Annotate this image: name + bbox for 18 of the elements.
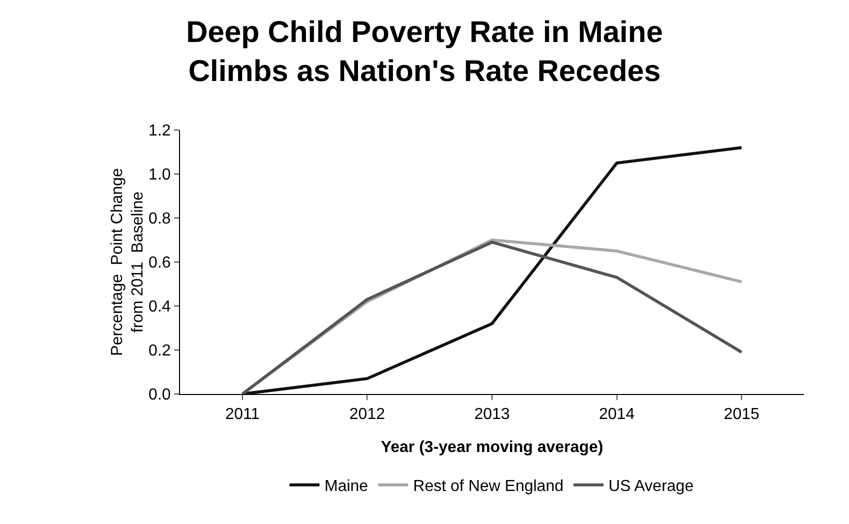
y-tick-label: 1.0 <box>148 166 171 184</box>
x-tick-label: 2015 <box>724 406 760 424</box>
y-tick-label: 0.2 <box>148 342 171 360</box>
y-tick-label: 0.4 <box>148 298 171 316</box>
x-tick-label: 2014 <box>599 406 635 424</box>
y-tick-label: 1.2 <box>148 122 171 140</box>
x-tick-label: 2013 <box>474 406 510 424</box>
chart-title: Deep Child Poverty Rate in Maine Climbs as Nation's Rate Recedes <box>186 16 663 88</box>
y-tick-label: 0.0 <box>148 386 171 404</box>
legend-label: Maine <box>324 478 368 496</box>
x-tick-label: 2011 <box>225 406 260 424</box>
x-tick-label: 2012 <box>349 406 386 424</box>
y-tick-label: 0.6 <box>148 254 171 272</box>
legend-label: US Average <box>608 478 694 496</box>
y-tick-label: 0.8 <box>148 210 171 228</box>
legend-label: Rest of New England <box>413 478 564 496</box>
x-axis-title: Year (3-year moving average) <box>380 439 604 456</box>
y-axis-title: Percentage Point Change from 2011 Baseline <box>108 168 147 356</box>
